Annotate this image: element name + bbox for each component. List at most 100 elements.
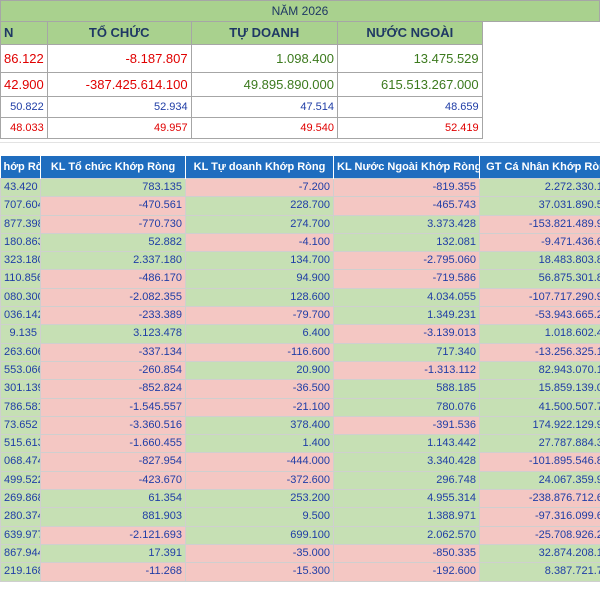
summary-cell[interactable]: 49.957 [46,117,192,139]
table-cell[interactable]: 1.143.442 [333,434,480,454]
table-cell[interactable]: -97.316.099.60 [479,507,600,527]
table-cell[interactable]: 253.200 [185,489,334,509]
table-cell[interactable]: 867.944 [0,543,41,564]
summary-cell[interactable]: 86.122 [0,44,48,73]
table-cell[interactable]: 274.700 [185,214,334,234]
table-cell[interactable]: 080.300 [0,287,41,308]
table-cell[interactable]: -2.795.060 [333,251,480,271]
table-cell[interactable]: -391.536 [333,415,480,436]
table-cell[interactable]: -372.600 [185,470,334,491]
empty-cell[interactable] [482,21,600,45]
header-cell-to-chuc[interactable]: TỔ CHỨC [46,21,192,45]
table-cell[interactable]: 1.018.602.49 [479,324,600,344]
table-cell[interactable]: -819.355 [333,177,480,198]
table-cell[interactable]: -192.600 [333,562,480,582]
summary-cell[interactable]: 52.419 [336,117,483,139]
table-cell[interactable]: 219.168 [0,562,41,582]
table-cell[interactable]: -238.876.712.65 [479,489,600,509]
table-cell[interactable]: -153.821.489.90 [479,214,600,234]
header-cell-tu-doanh[interactable]: TỰ DOANH [190,21,338,45]
table-cell[interactable]: -53.943.665.20 [479,306,600,326]
summary-cell[interactable]: 13.475.529 [336,44,483,73]
table-cell[interactable]: 18.483.803.80 [479,251,600,271]
summary-cell[interactable]: 1.098.400 [190,44,338,73]
table-cell[interactable]: 128.600 [185,287,334,308]
table-cell[interactable]: -850.335 [333,543,480,564]
table-cell[interactable]: -444.000 [185,452,334,472]
column-header[interactable]: KL Tổ chức Khớp Ròng [40,156,186,179]
empty-cell[interactable] [482,97,599,118]
table-cell[interactable]: 323.180 [0,251,41,271]
table-cell[interactable]: -36.500 [185,379,334,399]
table-cell[interactable]: 8.387.721.75 [479,562,600,582]
table-cell[interactable]: 43.420 [0,177,41,198]
header-cell-nuoc-ngoai[interactable]: NƯỚC NGOÀI [336,21,483,45]
header-cell-ca-nhan[interactable]: N [0,21,48,45]
table-cell[interactable]: 20.900 [185,360,334,381]
table-cell[interactable]: 263.606 [0,342,41,362]
table-cell[interactable]: 2.272.330.10 [479,177,600,198]
table-cell[interactable]: 73.652 [0,415,41,436]
table-cell[interactable]: -79.700 [185,306,334,326]
table-cell[interactable]: 56.875.301.80 [479,269,600,289]
table-cell[interactable]: 41.500.507.70 [479,397,600,417]
table-cell[interactable]: -486.170 [40,269,186,289]
table-cell[interactable]: 180.863 [0,232,41,253]
table-cell[interactable]: -233.389 [40,306,186,326]
table-cell[interactable]: 32.874.208.15 [479,543,600,564]
table-cell[interactable]: 17.391 [40,543,186,564]
table-cell[interactable]: 82.943.070.10 [479,360,600,381]
table-cell[interactable]: 9.135 [0,324,41,344]
table-cell[interactable]: -770.730 [40,214,186,234]
table-cell[interactable]: -21.100 [185,397,334,417]
table-cell[interactable]: -4.100 [185,232,334,253]
table-cell[interactable]: 639.977 [0,525,41,545]
table-cell[interactable]: -107.717.290.90 [479,287,600,308]
column-header[interactable]: GT Cá Nhân Khớp Ròn [479,156,600,179]
table-cell[interactable]: 1.388.971 [333,507,480,527]
table-cell[interactable]: -13.256.325.10 [479,342,600,362]
summary-cell[interactable]: 52.934 [46,96,192,118]
table-cell[interactable]: 27.787.884.30 [479,434,600,454]
summary-cell[interactable]: 48.033 [0,117,48,139]
table-cell[interactable]: -470.561 [40,196,186,216]
table-cell[interactable]: 780.076 [333,397,480,417]
empty-cell[interactable] [482,45,599,73]
table-cell[interactable]: -2.121.693 [40,525,186,545]
table-cell[interactable]: -35.000 [185,543,334,564]
table-cell[interactable]: 15.859.139.00 [479,379,600,399]
table-cell[interactable]: -1.545.557 [40,397,186,417]
year-title-cell[interactable]: NĂM 2026 [0,0,600,22]
table-cell[interactable]: 94.900 [185,269,334,289]
table-cell[interactable]: 174.922.129.90 [479,415,600,436]
table-cell[interactable]: 61.354 [40,489,186,509]
table-cell[interactable]: -3.139.013 [333,324,480,344]
summary-cell[interactable]: 42.900 [0,72,48,97]
column-header[interactable]: hớp Ròng [0,156,41,179]
table-cell[interactable]: -465.743 [333,196,480,216]
table-cell[interactable]: -7.200 [185,177,334,198]
table-cell[interactable]: 1.400 [185,434,334,454]
summary-cell[interactable]: 615.513.267.000 [336,72,483,97]
column-header[interactable]: KL Nước Ngoài Khớp Ròng [333,156,480,179]
table-cell[interactable]: 2.062.570 [333,525,480,545]
table-cell[interactable]: -852.824 [40,379,186,399]
table-cell[interactable]: -827.954 [40,452,186,472]
empty-cell[interactable] [482,118,599,139]
table-cell[interactable]: 3.123.478 [40,324,186,344]
table-cell[interactable]: 9.500 [185,507,334,527]
table-cell[interactable]: -260.854 [40,360,186,381]
table-cell[interactable]: 24.067.359.95 [479,470,600,491]
table-cell[interactable]: -1.313.112 [333,360,480,381]
summary-cell[interactable]: 48.659 [336,96,483,118]
table-cell[interactable]: -3.360.516 [40,415,186,436]
table-cell[interactable]: -11.268 [40,562,186,582]
summary-cell[interactable]: 50.822 [0,96,48,118]
table-cell[interactable]: -9.471.436.60 [479,232,600,253]
table-cell[interactable]: 6.400 [185,324,334,344]
table-cell[interactable]: 036.142 [0,306,41,326]
table-cell[interactable]: -101.895.546.80 [479,452,600,472]
table-cell[interactable]: 4.955.314 [333,489,480,509]
table-cell[interactable]: 52.882 [40,232,186,253]
